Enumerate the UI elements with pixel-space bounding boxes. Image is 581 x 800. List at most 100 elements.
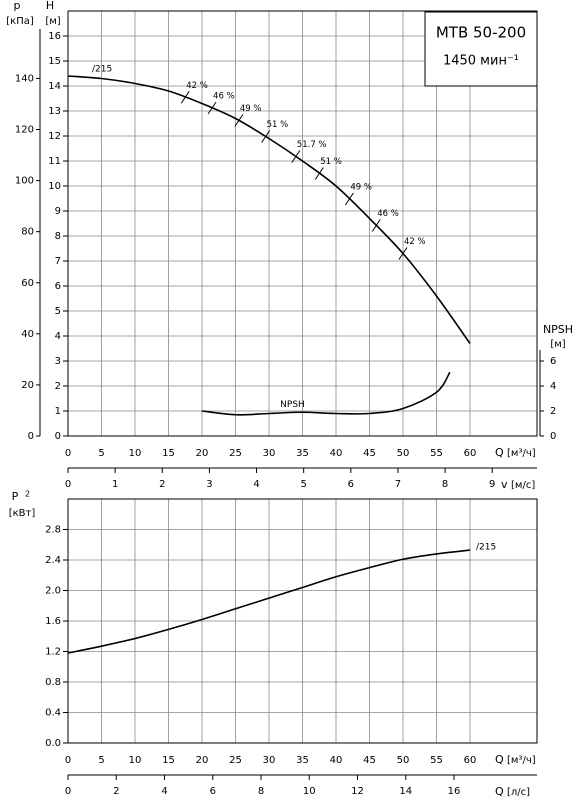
y-tick-label: 12 (48, 131, 61, 142)
x-tick-label: 30 (263, 755, 276, 766)
p-tick-label: 20 (21, 380, 34, 391)
axis-label: [кВт] (9, 508, 36, 519)
curve-label: /215 (92, 65, 112, 75)
y-tick-label: 1.2 (45, 647, 61, 658)
x-tick-label: 15 (162, 448, 175, 459)
efficiency-tick (261, 130, 271, 143)
efficiency-label: 51 % (320, 157, 342, 167)
efficiency-tick (344, 192, 354, 206)
efficiency-tick (291, 150, 301, 163)
x-tick-label: 45 (363, 755, 376, 766)
x-tick-label: 15 (162, 755, 175, 766)
x2-tick-label: 5 (300, 479, 306, 490)
y-tick-label: 2 (55, 381, 61, 392)
p-tick-label: 0 (28, 431, 34, 442)
title-box (424, 11, 538, 87)
axis-label: [м] (550, 339, 565, 350)
chart-title: MTB 50-200 (436, 24, 526, 42)
y-tick-label: 7 (55, 256, 61, 267)
y-tick-label: 0.8 (45, 677, 61, 688)
axis-label: H (46, 0, 54, 12)
x-tick-label: 35 (296, 448, 309, 459)
x-tick-label: 25 (229, 448, 242, 459)
plot-frame (67, 10, 538, 437)
x2-tick-label: 4 (253, 479, 259, 490)
y-tick-label: 11 (48, 156, 61, 167)
x2-tick-label: 14 (399, 786, 412, 797)
x-tick-label: 0 (65, 755, 71, 766)
y-tick-label: 2.8 (45, 525, 61, 536)
x2-tick-label: 0 (65, 786, 71, 797)
efficiency-label: 51 % (267, 120, 289, 130)
x-tick-label: 10 (129, 448, 142, 459)
x-tick-label: 5 (98, 755, 104, 766)
y-tick-label: 15 (48, 56, 61, 67)
x2-tick-label: 2 (159, 479, 165, 490)
x2-tick-label: 8 (442, 479, 448, 490)
p-tick-label: 140 (15, 73, 34, 84)
x-tick-label: 55 (430, 755, 443, 766)
axis-label: NPSH (543, 323, 573, 336)
x2-tick-label: 7 (395, 479, 401, 490)
x-tick-label: 60 (464, 755, 477, 766)
efficiency-label: 42 % (186, 81, 208, 91)
x2-tick-label: 12 (351, 786, 364, 797)
y-tick-label: 0 (55, 431, 61, 442)
axis-label: [м] (45, 16, 60, 27)
y-tick-label: 4 (55, 331, 61, 342)
x-tick-label: 20 (196, 755, 209, 766)
chart-subtitle: 1450 мин⁻¹ (443, 54, 519, 69)
x2-tick-label: 9 (489, 479, 495, 490)
plot-frame (67, 498, 538, 744)
efficiency-label: 46 % (213, 92, 235, 102)
x-tick-label: 0 (65, 448, 71, 459)
axis-label: [кПа] (6, 16, 34, 27)
x-tick-label: 5 (98, 448, 104, 459)
efficiency-tick (398, 247, 408, 260)
p-tick-label: 40 (21, 329, 34, 340)
npsh-tick-label: 4 (550, 381, 556, 392)
x-tick-label: 45 (363, 448, 376, 459)
x-tick-label: 40 (330, 755, 343, 766)
y-tick-label: 8 (55, 231, 61, 242)
efficiency-label: 51.7 % (297, 140, 327, 150)
axis-label: 2 (25, 490, 30, 499)
y-tick-label: 10 (48, 181, 61, 192)
y-tick-label: 1 (55, 406, 61, 417)
axis-label: [л/с] (507, 787, 530, 798)
axis-label: P (12, 490, 19, 503)
x-tick-label: 20 (196, 448, 209, 459)
x-tick-label: 10 (129, 755, 142, 766)
axis-label: v (501, 478, 508, 491)
curve (67, 549, 471, 654)
x2-tick-label: 0 (65, 479, 71, 490)
axis-label: Q (495, 753, 504, 766)
efficiency-tick (180, 90, 190, 104)
npsh-tick-label: 0 (550, 431, 556, 442)
y-tick-label: 13 (48, 106, 61, 117)
y-tick-label: 16 (48, 31, 61, 42)
curve-label: /215 (476, 543, 496, 553)
npsh-tick-label: 6 (550, 356, 556, 367)
axis-label: [м/с] (511, 480, 535, 491)
y-tick-label: 3 (55, 356, 61, 367)
x-tick-label: 55 (430, 448, 443, 459)
curve-label: NPSH (280, 400, 305, 410)
axis-label: Q (495, 446, 504, 459)
x2-tick-label: 4 (161, 786, 167, 797)
y-tick-label: 14 (48, 81, 61, 92)
y-tick-label: 0.4 (45, 708, 61, 719)
axis-label: p (14, 0, 21, 12)
efficiency-tick (314, 167, 324, 180)
efficiency-tick (371, 219, 381, 232)
efficiency-label: 42 % (404, 237, 426, 247)
x2-tick-label: 1 (112, 479, 118, 490)
efficiency-label: 49 % (240, 104, 262, 114)
efficiency-tick (207, 101, 217, 115)
efficiency-label: 46 % (377, 209, 399, 219)
y-tick-label: 1.6 (45, 616, 61, 627)
y-tick-label: 9 (55, 206, 61, 217)
y-tick-label: 2.4 (45, 555, 61, 566)
